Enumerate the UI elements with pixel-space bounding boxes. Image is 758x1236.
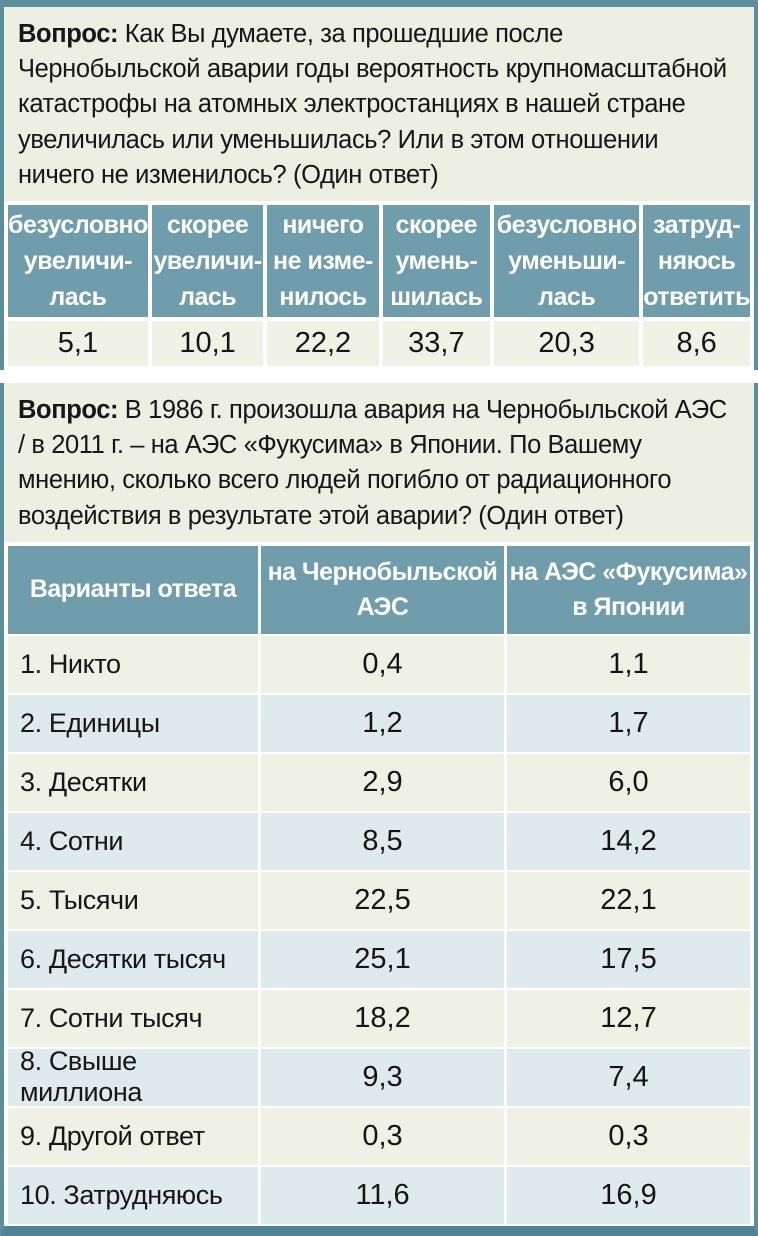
table2-cell: 2,9 xyxy=(261,753,504,811)
table2-cell: 1,2 xyxy=(261,694,504,752)
table2-row-label: 1. Никто xyxy=(8,635,258,693)
table2-cell: 0,3 xyxy=(261,1107,504,1165)
table2-cell: 18,2 xyxy=(261,989,504,1047)
table1-header-cell: затруд- няюсь ответить xyxy=(643,204,750,317)
question2-body: В 1986 г. произошла авария на Чернобыльс… xyxy=(18,395,727,530)
table2-header-variants: Варианты ответа xyxy=(8,545,258,634)
table2-row-label: 7. Сотни тысяч xyxy=(8,989,258,1047)
table2-row-label: 4. Сотни xyxy=(8,812,258,870)
question1-block: Вопрос: Как Вы думаете, за прошедшие пос… xyxy=(0,0,758,370)
table2-cell: 14,2 xyxy=(507,812,750,870)
question1-text: Вопрос: Как Вы думаете, за прошедшие пос… xyxy=(4,7,754,201)
table2-cell: 0,4 xyxy=(261,635,504,693)
table2-header-fukushima: на АЭС «Фукусима» в Японии xyxy=(507,545,750,634)
table1-value-cell: 22,2 xyxy=(267,320,379,366)
table2-cell: 9,3 xyxy=(261,1048,504,1106)
question2-block: Вопрос: В 1986 г. произошла авария на Че… xyxy=(0,382,758,1236)
table1-column: скорее умень- шилась 33,7 xyxy=(382,204,491,366)
table1-header-cell: безусловно уменьши- лась xyxy=(494,204,640,317)
question1-body: Как Вы думаете, за прошедшие после Черно… xyxy=(18,20,727,189)
table2-row-label: 9. Другой ответ xyxy=(8,1107,258,1165)
table1-column: скорее увеличи- лась 10,1 xyxy=(151,204,264,366)
table2-row-label: 6. Десятки тысяч xyxy=(8,930,258,988)
table1-column: затруд- няюсь ответить 8,6 xyxy=(643,204,750,366)
table2-cell: 1,7 xyxy=(507,694,750,752)
table2-row-label: 3. Десятки xyxy=(8,753,258,811)
table1-header-cell: скорее увеличи- лась xyxy=(151,204,264,317)
table1-column: ничего не изме- нилось 22,2 xyxy=(267,204,379,366)
table2-cell: 1,1 xyxy=(507,635,750,693)
question1-label: Вопрос: xyxy=(18,20,119,48)
table2-cell: 12,7 xyxy=(507,989,750,1047)
table1-column: безусловно уменьши- лась 20,3 xyxy=(494,204,640,366)
table2-cell: 25,1 xyxy=(261,930,504,988)
table2-cell: 11,6 xyxy=(261,1166,504,1224)
table2-row-label: 8. Свыше миллиона xyxy=(8,1046,258,1107)
table1-column: безусловно увеличи- лась 5,1 xyxy=(8,204,148,366)
table2-cell: 17,5 xyxy=(507,930,750,988)
table1-value-cell: 10,1 xyxy=(151,320,264,366)
table2-cell: 7,4 xyxy=(507,1048,750,1106)
table1-header-cell: безусловно увеличи- лась xyxy=(8,204,148,317)
table2-cell: 16,9 xyxy=(507,1166,750,1224)
table2-cell: 8,5 xyxy=(261,812,504,870)
table2-cell: 22,1 xyxy=(507,871,750,929)
table2-row-label: 2. Единицы xyxy=(8,694,258,752)
question2-label: Вопрос: xyxy=(18,395,119,424)
table2-row-label: 5. Тысячи xyxy=(8,871,258,929)
probability-results-table: безусловно увеличи- лась 5,1 скорее увел… xyxy=(4,200,754,370)
casualties-table: Варианты ответа на Чернобыльской АЭС на … xyxy=(4,541,754,1226)
table2-cell: 0,3 xyxy=(507,1107,750,1165)
table1-header-cell: скорее умень- шилась xyxy=(382,204,491,317)
table2-cell: 22,5 xyxy=(261,871,504,929)
table2-header-chernobyl: на Чернобыльской АЭС xyxy=(261,545,504,634)
table1-value-cell: 33,7 xyxy=(382,320,491,366)
table1-value-cell: 8,6 xyxy=(643,320,750,366)
table2-cell: 6,0 xyxy=(507,753,750,811)
table2-row-label: 10. Затрудняюсь xyxy=(8,1166,258,1224)
table1-value-cell: 20,3 xyxy=(494,320,640,366)
block-separator xyxy=(0,369,758,383)
table1-value-cell: 5,1 xyxy=(8,320,148,366)
table1-header-cell: ничего не изме- нилось xyxy=(267,204,379,317)
question2-text: Вопрос: В 1986 г. произошла авария на Че… xyxy=(4,383,754,542)
